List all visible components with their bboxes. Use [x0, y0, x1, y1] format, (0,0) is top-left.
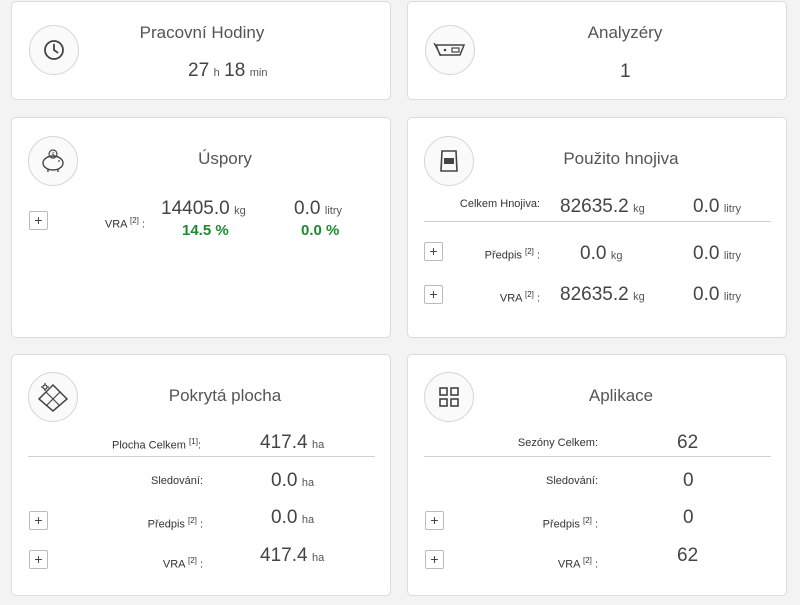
fert-vra-litres: 0.0 litry: [693, 284, 741, 305]
card-title: Aplikace: [588, 386, 654, 405]
fertilizer-bag-icon: [424, 136, 474, 186]
clock-icon: [29, 25, 79, 75]
apps-total-value: 62: [677, 432, 699, 453]
fert-predpis-kg: 0.0 kg: [580, 243, 623, 264]
fertilizer-card: Použito hnojiva Celkem Hnojiva: 82635.2 …: [407, 117, 787, 338]
svg-text:$: $: [51, 152, 55, 159]
area-vra-label: VRA [2] :: [162, 556, 203, 571]
divider: [28, 456, 375, 457]
expand-predpis-button[interactable]: +: [424, 242, 443, 261]
hours-card: Pracovní Hodiny 27 h 18 min: [11, 1, 391, 100]
area-total-label: Plocha Celkem [1]:: [111, 437, 201, 452]
expand-predpis-button[interactable]: +: [425, 511, 444, 530]
savings-kg-percent: 14.5 %: [182, 222, 229, 239]
apps-tracking-value: 0: [683, 470, 694, 491]
area-predpis-label: Předpis [2] :: [147, 516, 203, 531]
applications-card: Aplikace Sezóny Celkem: 62 Sledování: 0 …: [407, 354, 787, 596]
savings-kg: 14405.0 kg: [161, 198, 246, 219]
card-title: Pracovní Hodiny: [139, 23, 265, 42]
savings-litres-percent: 0.0 %: [301, 222, 340, 239]
area-tracking-value: 0.0 ha: [271, 470, 315, 491]
fert-total-label: Celkem Hnojiva:: [459, 198, 540, 210]
area-total-value: 417.4 ha: [260, 432, 325, 453]
analyzer-device-icon: [425, 25, 475, 75]
area-predpis-value: 0.0 ha: [271, 507, 315, 528]
fert-vra-kg: 82635.2 kg: [560, 284, 645, 305]
area-card: Pokrytá plocha Plocha Celkem [1]: 417.4 …: [11, 354, 391, 596]
fert-total-litres: 0.0 litry: [693, 196, 741, 217]
expand-vra-button[interactable]: +: [425, 550, 444, 569]
apps-predpis-label: Předpis [2] :: [542, 516, 598, 531]
apps-vra-value: 62: [677, 545, 699, 566]
expand-vra-button[interactable]: +: [29, 550, 48, 569]
apps-predpis-value: 0: [683, 507, 694, 528]
analyzers-count: 1: [620, 61, 631, 82]
piggy-bank-icon: $: [28, 136, 78, 186]
card-title: Pokrytá plocha: [168, 386, 282, 405]
fert-vra-label: VRA [2] :: [499, 290, 540, 305]
field-map-icon: [28, 372, 78, 422]
fert-total-kg: 82635.2 kg: [560, 196, 645, 217]
card-title: Analyzéry: [587, 23, 663, 42]
expand-vra-button[interactable]: +: [29, 211, 48, 230]
grid-icon: [424, 372, 474, 422]
hours-value: 27 h 18 min: [188, 60, 268, 81]
apps-vra-label: VRA [2] :: [557, 556, 598, 571]
card-title: Úspory: [198, 149, 252, 168]
savings-litres: 0.0 litry: [294, 198, 342, 219]
card-title: Použito hnojiva: [563, 149, 679, 168]
fert-predpis-label: Předpis [2] :: [484, 247, 540, 262]
expand-predpis-button[interactable]: +: [29, 511, 48, 530]
apps-total-label: Sezóny Celkem:: [517, 437, 598, 449]
area-vra-value: 417.4 ha: [260, 545, 325, 566]
area-tracking-label: Sledování:: [151, 475, 203, 487]
vra-label: VRA [2] :: [104, 216, 145, 231]
fert-predpis-litres: 0.0 litry: [693, 243, 741, 264]
expand-vra-button[interactable]: +: [424, 285, 443, 304]
savings-card: $ Úspory + VRA [2] : 14405.0 kg 0.0 litr…: [11, 117, 391, 338]
divider: [424, 221, 771, 222]
apps-tracking-label: Sledování:: [546, 475, 598, 487]
analyzers-card: Analyzéry 1: [407, 1, 787, 100]
divider: [424, 456, 771, 457]
